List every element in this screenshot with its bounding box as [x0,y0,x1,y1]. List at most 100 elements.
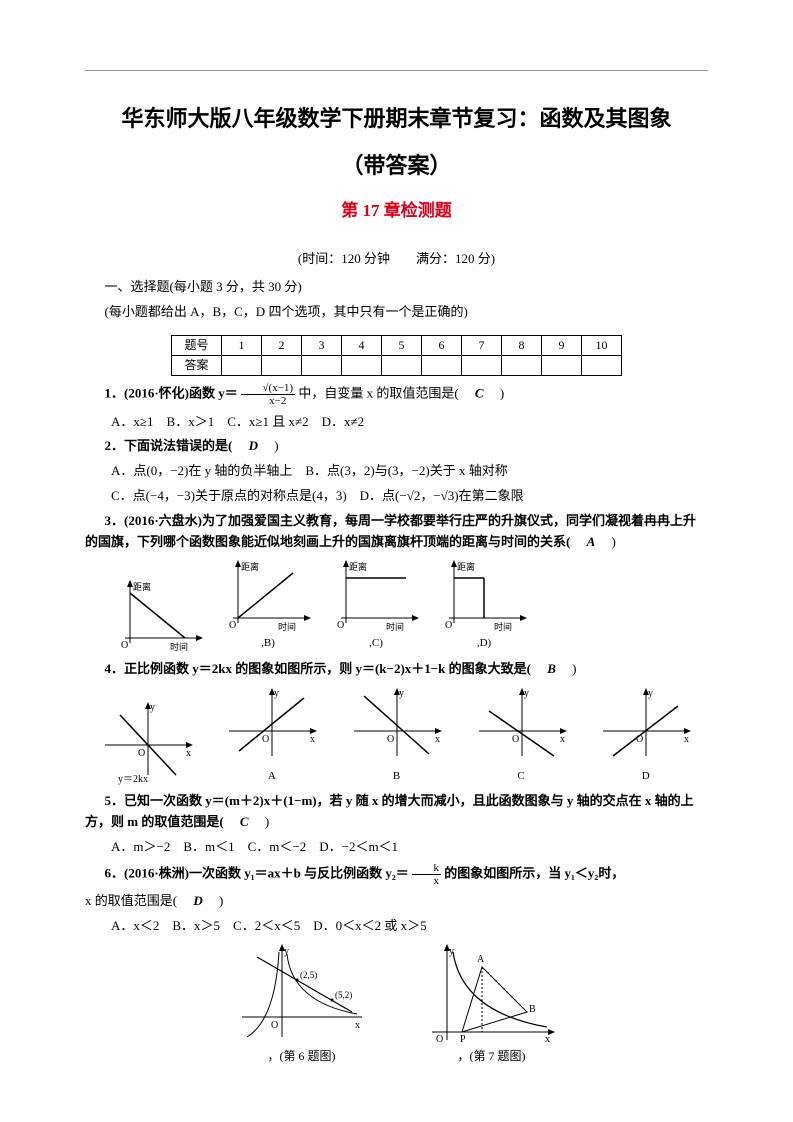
q6-line2: x 的取值范围是( [85,893,190,908]
q3-graph-d: O 距离 时间 ,D) [439,558,529,653]
svg-text:时间: 时间 [170,641,188,652]
svg-text:P: P [460,1034,466,1045]
question-6: 6．(2016·株洲)一次函数 y₁＝ax＋b 与反比例函数 y₂＝ k x 的… [85,862,708,887]
q4-label-a: A [268,768,276,786]
svg-text:x: x [435,734,440,745]
chapter-heading: 第 17 章检测题 [85,197,708,224]
question-3: 3．(2016·六盘水)为了加强爱国主义教育，每周一学校都要举行庄严的升旗仪式，… [85,511,708,553]
chart-icon: O 距离 时间 [223,558,313,633]
question-5: 5．已知一次函数 y＝(m＋2)x＋(1−m)，若 y 随 x 的增大而减小，且… [85,791,708,833]
svg-text:y: y [284,946,289,957]
q6-den: x [412,875,441,887]
q4-answer: B [547,661,556,676]
chart-icon: yx O A B P [427,942,557,1047]
q3-graph-a: O 距离 时间 [115,578,205,653]
chart-icon: O 距离 时间 [439,558,529,633]
question-1: 1．(2016·怀化)函数 y＝ √(x−1) x−2 中，自变量 x 的取值范… [85,382,708,407]
question-2: 2．下面说法错误的是( D ) [85,436,708,457]
svg-text:(2,5): (2,5) [300,970,317,980]
table-row: 题号 1 2 3 4 5 6 7 8 9 10 [172,335,622,355]
cell: 10 [582,335,622,355]
document-title: 华东师大版八年级数学下册期末章节复习：函数及其图象 [85,101,708,136]
q4-close: ) [559,661,576,676]
cell [502,356,542,376]
q3-graph-b: O 距离 时间 ,B) [223,558,313,653]
svg-text:O: O [138,748,145,759]
q3-close: ) [599,534,616,549]
cell: 2 [262,335,302,355]
q4-graph-d: yx O D [598,686,693,786]
q1-options: A．x≥1 B．x＞1 C．x≥1 且 x≠2 D．x≠2 [85,412,708,433]
svg-text:(5,2): (5,2) [335,990,352,1000]
cell [262,356,302,376]
q3-graphs-row: O 距离 时间 O 距离 时间 ,B) O 距离 时间 ,C) [115,558,708,653]
cell: 8 [502,335,542,355]
q6-close: ) [206,893,223,908]
svg-text:x: x [684,734,689,745]
chart-icon: yx O [598,686,693,766]
svg-text:距离: 距离 [241,561,259,572]
cell [302,356,342,376]
svg-text:时间: 时间 [386,621,404,632]
chart-icon: y x O [224,686,319,766]
svg-text:y: y [274,688,279,699]
q6-prefix: 6．(2016·株洲)一次函数 y₁＝ax＋b 与反比例函数 y₂＝ [105,865,409,880]
figures-row: y x O (2,5) (5,2) ，(第 6 题图) yx O A B P ，(… [85,942,708,1066]
cell [422,356,462,376]
question-4: 4．正比例函数 y＝2kx 的图象如图所示，则 y＝(k−2)x＋1−k 的图象… [85,659,708,680]
q4-label-d: D [642,768,650,786]
q3-label-d: ,D) [477,635,491,653]
svg-text:O: O [121,640,128,651]
svg-text:x: x [186,748,191,759]
q4-graph-b: yx O B [349,686,444,786]
row-label: 答案 [172,356,222,376]
q6-answer: D [193,893,202,908]
chart-icon: yx O (2,5) (5,2) [237,942,367,1047]
q2-opt-c: C．点(−4，−3)关于原点的对称点是(4，3) D．点(−√2，−√3)在第二… [85,486,708,507]
top-rule [85,70,708,71]
figure-7: yx O A B P ，(第 7 题图) [427,942,557,1066]
svg-text:A: A [477,954,485,965]
question-6-line2: x 的取值范围是( D ) [85,891,708,912]
q6-options: A．x＜2 B．x＞5 C．2＜x＜5 D．0＜x＜2 或 x＞5 [85,916,708,937]
q5-answer: C [240,814,249,829]
q2-opt-a: A．点(0，−2)在 y 轴的负半轴上 B．点(3，2)与(3，−2)关于 x … [85,461,708,482]
cell: 1 [222,335,262,355]
q3-answer: A [587,534,596,549]
q1-den: x−2 [241,395,295,407]
cell: 5 [382,335,422,355]
q1-answer: C [475,386,484,401]
section-1-note: (每小题都给出 A，B，C，D 四个选项，其中只有一个是正确的) [85,302,708,323]
cell [462,356,502,376]
svg-text:O: O [262,734,269,745]
section-1-title: 一、选择题(每小题 3 分，共 30 分) [85,277,708,298]
svg-text:x: x [310,734,315,745]
chart-icon: O 距离 时间 [331,558,421,633]
fig6-caption: ，(第 6 题图) [268,1047,336,1066]
table-row: 答案 [172,356,622,376]
fig7-caption: ，(第 7 题图) [458,1047,526,1066]
svg-text:y: y [524,688,529,699]
q2-close: ) [261,438,278,453]
cell: 7 [462,335,502,355]
svg-text:y: y [648,688,653,699]
q4-graph-a: y x O A [224,686,319,786]
svg-text:O: O [512,734,519,745]
cell [382,356,422,376]
q2-text: 2．下面说法错误的是( [105,438,246,453]
q1-prefix: 1．(2016·怀化)函数 y＝ [105,386,238,401]
chart-icon: y x O [474,686,569,766]
figure-6: yx O (2,5) (5,2) ，(第 6 题图) [237,942,367,1066]
svg-text:O: O [436,1034,443,1045]
row-label: 题号 [172,335,222,355]
q5-close: ) [252,814,269,829]
svg-text:x: x [355,1020,360,1031]
q4-label-c: C [517,768,524,786]
cell: 3 [302,335,342,355]
q6-fraction: k x [412,862,441,887]
q1-close: ) [487,386,504,401]
svg-text:x: x [560,734,565,745]
svg-text:O: O [387,734,394,745]
svg-text:距离: 距离 [457,561,475,572]
q1-fraction: √(x−1) x−2 [241,382,295,407]
